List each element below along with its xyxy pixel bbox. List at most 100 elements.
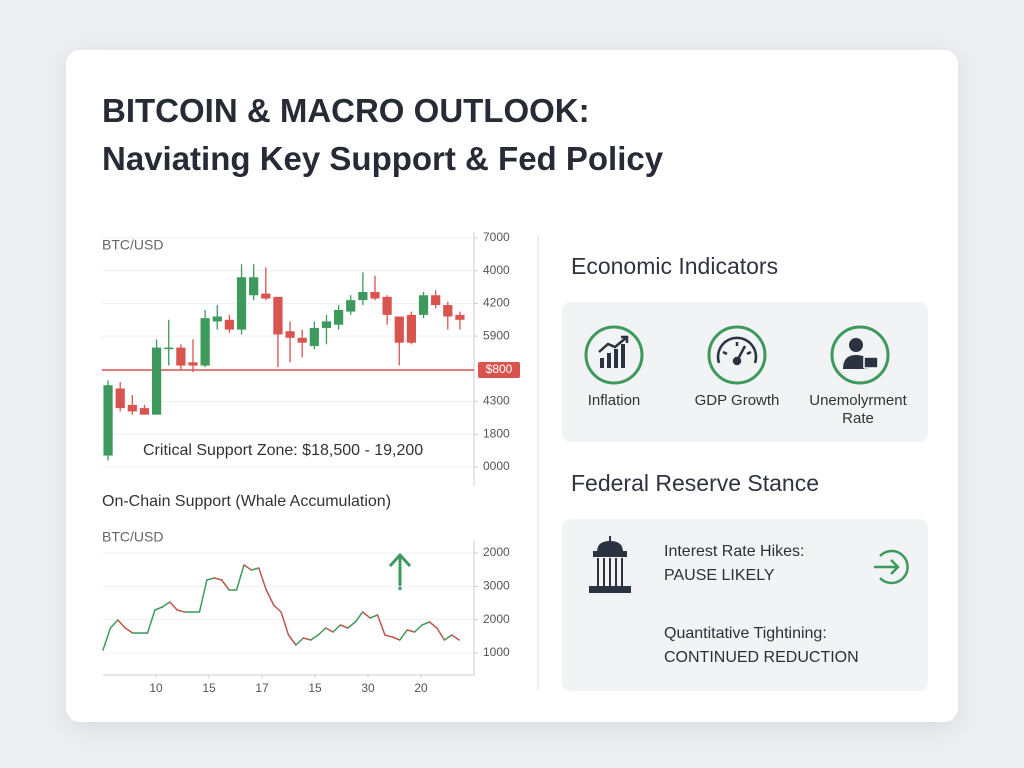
candle-body bbox=[236, 277, 247, 330]
x-tick-label: 10 bbox=[149, 681, 163, 695]
candle-body bbox=[249, 277, 259, 296]
candle-body bbox=[443, 305, 453, 317]
candle-body bbox=[333, 309, 344, 325]
line-segment bbox=[198, 579, 208, 613]
x-tick-label: 20 bbox=[414, 681, 428, 695]
line-segment bbox=[258, 567, 267, 591]
reference-label: $800 bbox=[486, 362, 513, 376]
line-segment bbox=[117, 619, 127, 629]
y-tick-label: 1800 bbox=[483, 426, 510, 440]
line-segment bbox=[376, 614, 386, 636]
title-line: BITCOIN & MACRO OUTLOOK: bbox=[102, 92, 590, 129]
fed-label: Interest Rate Hikes: bbox=[664, 543, 805, 560]
x-tick-label: 17 bbox=[255, 681, 269, 695]
indicator-label: Unemolyrment Rate bbox=[809, 392, 907, 427]
indicator-box bbox=[562, 302, 928, 442]
fed-value: PAUSE LIKELY bbox=[664, 567, 775, 584]
line-segment bbox=[302, 637, 312, 641]
candle-body bbox=[406, 314, 417, 343]
line-segment bbox=[369, 614, 379, 619]
line-segment bbox=[391, 636, 401, 641]
unemployment-icon bbox=[830, 325, 890, 385]
candle-body bbox=[273, 296, 283, 335]
y-tick-label: 5900 bbox=[483, 328, 510, 342]
candle-body bbox=[431, 295, 441, 306]
line-segment bbox=[102, 627, 112, 651]
candle-body bbox=[346, 300, 356, 312]
line-segment bbox=[354, 611, 364, 623]
candle-body bbox=[164, 347, 174, 350]
candle-body bbox=[261, 293, 271, 299]
line-segment bbox=[272, 604, 282, 613]
candle-body bbox=[370, 291, 380, 299]
line-segment bbox=[124, 627, 134, 634]
gdp-icon bbox=[707, 325, 767, 385]
line-segment bbox=[310, 634, 319, 641]
section-heading: Federal Reserve Stance bbox=[571, 470, 820, 496]
line-segment bbox=[450, 634, 460, 641]
line-segment bbox=[109, 619, 119, 629]
indicator-label: GDP Growth bbox=[694, 392, 780, 409]
fed-box bbox=[562, 519, 928, 691]
candle-body bbox=[188, 362, 198, 366]
y-tick-label: 7000 bbox=[483, 230, 510, 244]
line-segment bbox=[243, 564, 253, 571]
inflation-icon bbox=[584, 325, 644, 385]
line-segment bbox=[265, 589, 275, 606]
candle-body bbox=[297, 337, 307, 343]
candle-body bbox=[418, 295, 429, 315]
line-segment bbox=[317, 627, 327, 636]
candle-body bbox=[212, 316, 222, 322]
y-tick-label: 3000 bbox=[483, 579, 510, 593]
line-segment bbox=[443, 634, 453, 641]
candle-body bbox=[394, 316, 404, 343]
title-line: Naviating Key Support & Fed Policy bbox=[102, 140, 664, 177]
line-segment bbox=[324, 627, 334, 633]
annotation: Critical Support Zone: $18,500 - 19,200 bbox=[143, 442, 423, 459]
candle-body bbox=[176, 347, 186, 366]
line-segment bbox=[235, 564, 245, 591]
line-segment bbox=[176, 609, 186, 613]
x-tick-label: 15 bbox=[308, 681, 322, 695]
y-tick-label: 1000 bbox=[483, 645, 510, 659]
line-segment bbox=[287, 634, 297, 646]
reference-label-bg bbox=[478, 362, 520, 379]
line-segment bbox=[280, 611, 290, 636]
candle-body bbox=[103, 385, 113, 456]
candle-body bbox=[309, 327, 319, 346]
line-segment bbox=[413, 624, 423, 633]
line-segment bbox=[161, 601, 171, 608]
line-segment bbox=[250, 567, 260, 571]
line-segment bbox=[213, 577, 223, 581]
candle-body bbox=[382, 296, 392, 315]
line-segment bbox=[206, 577, 216, 581]
candle-body bbox=[285, 331, 295, 338]
line-segment bbox=[406, 629, 416, 633]
candle-body bbox=[200, 318, 210, 366]
line-segment bbox=[339, 624, 349, 629]
line-segment bbox=[436, 627, 446, 641]
line-segment bbox=[361, 611, 371, 619]
line-segment bbox=[332, 624, 342, 633]
candle-body bbox=[455, 314, 465, 320]
line-segment bbox=[384, 634, 394, 638]
capitol-icon bbox=[589, 536, 631, 593]
line-segment bbox=[347, 621, 357, 629]
fed-label: Quantitative Tightining: bbox=[664, 625, 827, 642]
line-segment bbox=[154, 606, 164, 611]
candle-body bbox=[139, 408, 150, 415]
indicator-label: Inflation bbox=[587, 392, 641, 409]
section-heading: Economic Indicators bbox=[571, 253, 779, 279]
line-segment bbox=[146, 609, 156, 634]
line-segment bbox=[421, 621, 431, 626]
candle-body bbox=[224, 319, 235, 330]
candle-body bbox=[358, 291, 368, 301]
line-segment bbox=[220, 579, 230, 591]
candle-body bbox=[127, 404, 137, 412]
pause-icon bbox=[874, 549, 909, 585]
y-tick-label: 2000 bbox=[483, 612, 510, 626]
up-arrow bbox=[388, 552, 412, 590]
candle-body bbox=[151, 347, 162, 415]
